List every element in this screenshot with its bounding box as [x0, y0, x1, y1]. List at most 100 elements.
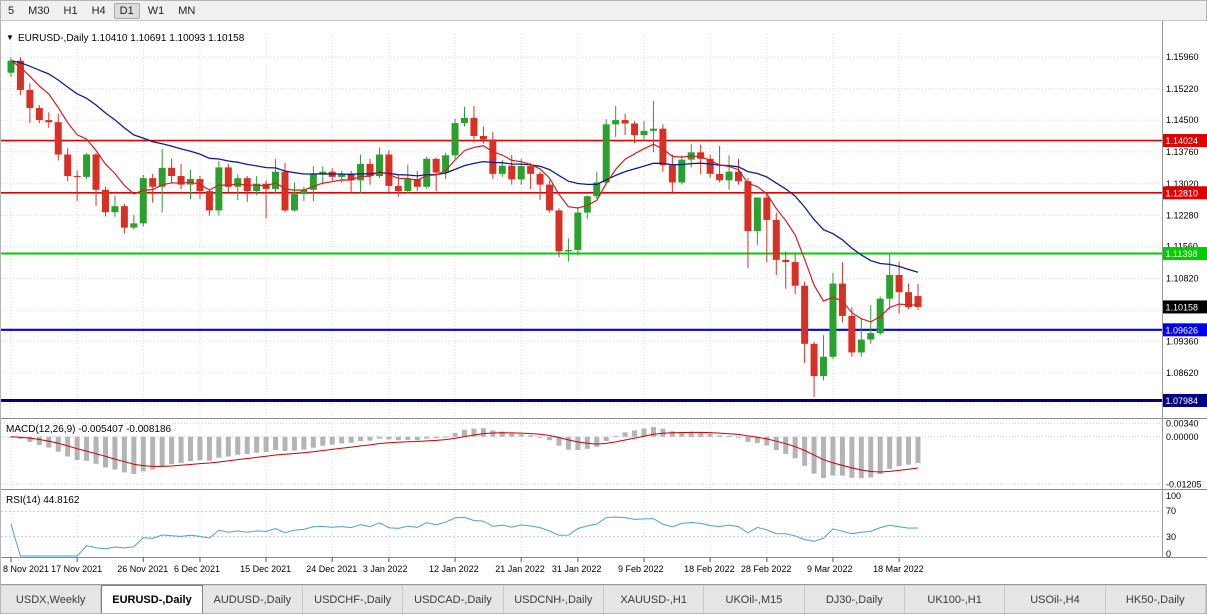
chart-tab-ukoil-m15[interactable]: UKOil-,M15 — [704, 585, 805, 613]
level-price-tag-1.07984[interactable]: 1.07984 — [1163, 393, 1207, 407]
svg-text:9 Mar 2022: 9 Mar 2022 — [807, 564, 853, 574]
candle — [451, 118, 459, 159]
candle — [461, 106, 468, 127]
svg-text:1.08620: 1.08620 — [1166, 368, 1199, 378]
rsi-title: RSI(14) 44.8162 — [6, 495, 80, 506]
chart-tab-eurusd-daily[interactable]: EURUSD-,Daily — [101, 585, 203, 613]
svg-text:31 Jan 2022: 31 Jan 2022 — [552, 564, 602, 574]
timeframe-button-5[interactable]: 5 — [8, 4, 15, 17]
chart-tab-usdcnh-daily[interactable]: USDCNH-,Daily — [503, 585, 604, 613]
candle — [602, 119, 610, 185]
svg-text:1.11560: 1.11560 — [1166, 242, 1198, 252]
ma-fast-line — [10, 60, 919, 323]
timeframe-button-m30[interactable]: M30 — [28, 4, 50, 17]
chart-tab-uk100-h1[interactable]: UK100-,H1 — [904, 585, 1006, 613]
chart-tabs: USDX,Weekly EURUSD-,Daily AUDUSD-,Daily USD… — [1, 584, 1206, 613]
indicator-axis-labels: 0.00340 0.00000 -0.01205 100 70 30 0 — [1166, 418, 1202, 559]
timeframe-button-h4[interactable]: H4 — [91, 4, 106, 17]
candle — [479, 126, 487, 144]
candle — [272, 158, 280, 194]
svg-text:100: 100 — [1166, 491, 1181, 501]
svg-text:8 Nov 2021: 8 Nov 2021 — [3, 564, 49, 574]
candle — [83, 152, 91, 180]
level-price-tag-1.12810[interactable]: 1.12810 — [1163, 186, 1207, 200]
candle — [668, 154, 676, 195]
candle — [782, 251, 790, 289]
svg-text:1.10158: 1.10158 — [1166, 302, 1199, 312]
candle — [631, 120, 639, 144]
candle — [857, 318, 865, 357]
chart-tab-usoil-h4[interactable]: USOil-,H4 — [1005, 585, 1106, 613]
svg-text:28 Feb 2022: 28 Feb 2022 — [741, 564, 792, 574]
candle — [555, 208, 563, 258]
candle — [753, 197, 761, 245]
ma-slow-line — [10, 60, 919, 273]
candle — [442, 152, 450, 180]
candle — [527, 163, 535, 189]
level-price-tag-1.09626[interactable]: 1.09626 — [1163, 323, 1207, 337]
timeframe-button-mn[interactable]: MN — [178, 4, 196, 17]
chart-tab-audusd-daily[interactable]: AUDUSD-,Daily — [202, 585, 303, 613]
candle — [867, 305, 875, 344]
svg-text:1.15960: 1.15960 — [1166, 52, 1199, 62]
candle — [810, 341, 818, 398]
candle — [612, 105, 620, 137]
candle — [16, 57, 24, 96]
symbol-dropdown-icon[interactable]: ▼ — [6, 33, 14, 42]
chart-tab-dj30-daily[interactable]: DJ30-,Daily — [804, 585, 905, 613]
svg-text:24 Dec 2021: 24 Dec 2021 — [306, 564, 357, 574]
chart-tab-xauusd-h1[interactable]: XAUUSD-,H1 — [603, 585, 705, 613]
level-price-tag-1.14024[interactable]: 1.14024 — [1163, 134, 1207, 148]
candle — [706, 154, 714, 178]
candle — [470, 105, 478, 143]
candle — [45, 112, 53, 128]
candle — [224, 163, 232, 194]
candle — [772, 212, 780, 275]
candle — [593, 171, 601, 199]
level-price-tag-1.11398[interactable]: 1.11398 — [1163, 247, 1207, 261]
chart-canvas[interactable]: 1.15960 1.15220 1.14500 1.13760 1.13020 1.122… — [1, 21, 1207, 584]
svg-text:1.10820: 1.10820 — [1166, 273, 1199, 283]
candle — [820, 335, 828, 381]
candle — [111, 195, 119, 217]
candle — [215, 160, 223, 216]
svg-text:18 Feb 2022: 18 Feb 2022 — [684, 564, 735, 574]
svg-text:70: 70 — [1166, 506, 1176, 516]
timeframe-button-h1[interactable]: H1 — [63, 4, 78, 17]
svg-text:1.12810: 1.12810 — [1166, 188, 1199, 198]
candle — [536, 171, 544, 201]
svg-text:21 Jan 2022: 21 Jan 2022 — [495, 564, 545, 574]
chart-tab-usdchf-daily[interactable]: USDCHF-,Daily — [302, 585, 404, 613]
candle — [130, 214, 138, 230]
candle — [546, 180, 554, 213]
svg-text:1.07984: 1.07984 — [1166, 396, 1199, 406]
candle — [848, 307, 856, 357]
candle — [716, 145, 724, 183]
svg-text:1.11398: 1.11398 — [1166, 249, 1198, 259]
timeframe-button-w1[interactable]: W1 — [147, 4, 165, 17]
candle — [253, 176, 261, 196]
candle — [678, 155, 686, 185]
chart-tab-hk50-daily[interactable]: HK50-,Daily — [1105, 585, 1206, 613]
chart-tab-usdcad-daily[interactable]: USDCAD-,Daily — [403, 585, 504, 613]
candle — [92, 152, 100, 207]
svg-text:0.00340: 0.00340 — [1166, 418, 1199, 428]
svg-text:1.13020: 1.13020 — [1166, 179, 1199, 189]
candle — [423, 156, 431, 189]
svg-text:9 Feb 2022: 9 Feb 2022 — [618, 564, 664, 574]
candle — [621, 113, 629, 136]
candle — [319, 166, 327, 185]
chart-tab-usdx-weekly[interactable]: USDX,Weekly — [1, 585, 102, 613]
horizontal-levels — [1, 139, 1162, 402]
candle — [583, 195, 591, 220]
candle — [177, 163, 185, 190]
candle — [725, 155, 733, 190]
timeframe-button-d1[interactable]: D1 — [113, 2, 140, 19]
svg-text:3 Jan 2022: 3 Jan 2022 — [363, 564, 408, 574]
macd-histogram — [8, 427, 921, 479]
candle — [120, 203, 128, 234]
chart-background — [1, 21, 1207, 584]
candle — [791, 253, 799, 295]
candle — [914, 283, 922, 310]
